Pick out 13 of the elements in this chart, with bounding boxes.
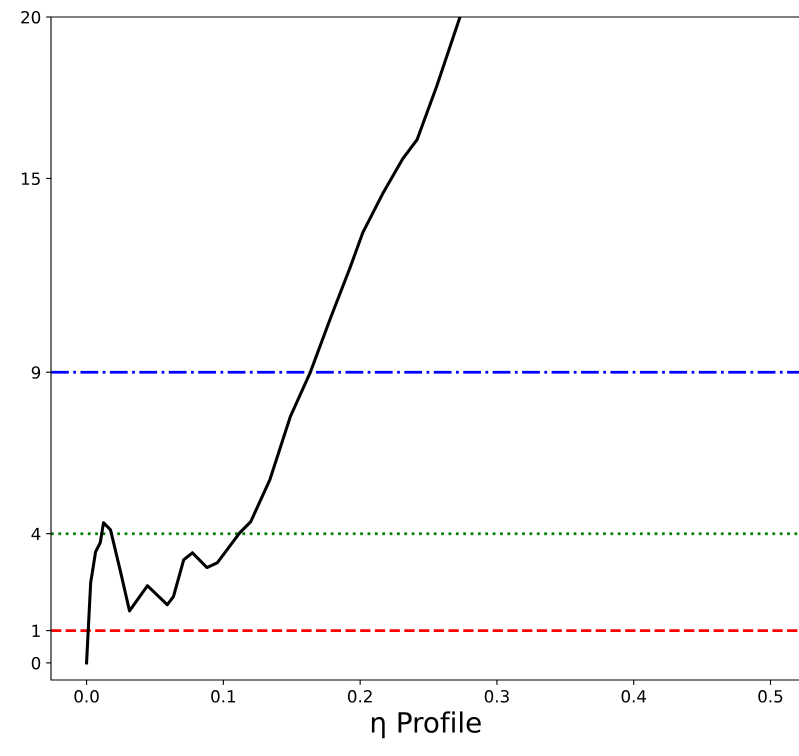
x-tick-label: 0.1 (211, 690, 236, 703)
y-tick-label: 20 (21, 10, 40, 24)
y-tick-label: 0 (32, 656, 40, 670)
y-tick-label: 15 (22, 172, 40, 186)
x-tick-label: 0.5 (758, 690, 782, 703)
x-tick-label: 0.2 (348, 690, 372, 703)
y-tick-label: 9 (32, 366, 40, 379)
x-tick-label: 0.0 (74, 690, 99, 703)
y-tick-label: 1 (32, 624, 40, 637)
x-axis-title: η Profile (372, 711, 481, 738)
x-tick-label: 0.3 (484, 690, 509, 703)
y-tick-label: 4 (31, 528, 40, 540)
x-tick-label: 0.4 (622, 690, 646, 703)
